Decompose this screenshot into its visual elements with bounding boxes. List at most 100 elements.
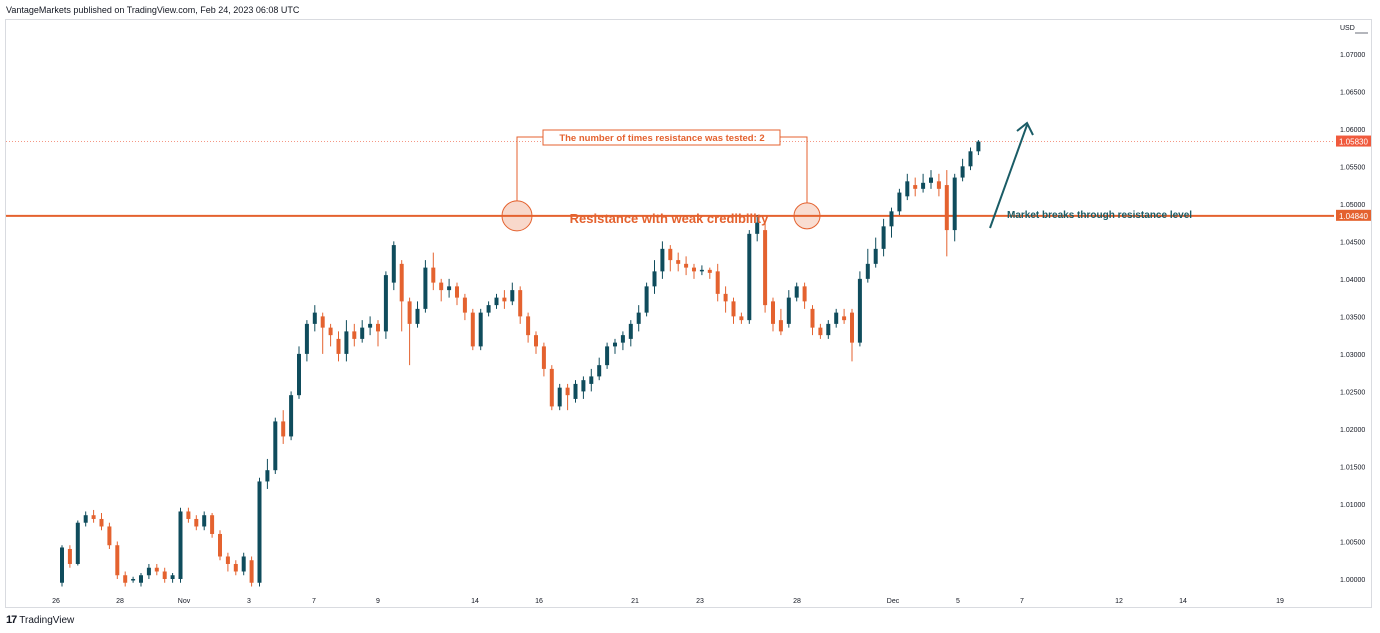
candle-body	[739, 316, 744, 321]
candle-body	[139, 575, 143, 583]
candle	[644, 282, 649, 317]
candle-body	[526, 316, 531, 336]
time-tick-label: 14	[471, 598, 479, 605]
candle	[699, 265, 704, 276]
candle	[763, 222, 768, 313]
candle	[210, 512, 215, 538]
candle-body	[518, 290, 523, 317]
arrow-head-icon	[1016, 121, 1034, 136]
candle-body	[936, 181, 941, 189]
time-tick-label: 14	[1179, 598, 1187, 605]
candle-body	[881, 226, 886, 249]
candle	[131, 576, 136, 583]
currency-label: USD	[1340, 25, 1355, 32]
candle	[565, 383, 570, 411]
candle-body	[605, 346, 610, 366]
time-axis[interactable]: 26 28 Nov 3 7 9 14 16 21 23 28 Dec 5 7 12 14 19	[52, 598, 1284, 605]
candle-body	[91, 515, 96, 519]
candle	[352, 323, 357, 347]
candle	[968, 147, 973, 171]
price-tick-label: 1.05500	[1340, 164, 1365, 171]
candle	[731, 297, 736, 324]
candle-body	[628, 323, 633, 339]
candle	[486, 301, 491, 317]
candle	[502, 290, 507, 309]
candle	[123, 571, 128, 587]
candle	[312, 305, 317, 332]
candle	[628, 320, 633, 347]
time-tick-label: 23	[696, 598, 704, 605]
candle-body	[249, 560, 254, 583]
candle	[447, 278, 452, 298]
candle-body	[273, 421, 278, 471]
resistance-price-tag-text: 1.04840	[1339, 212, 1368, 221]
tradingview-logo-icon[interactable]: 17	[6, 614, 17, 626]
candle-body	[281, 421, 286, 437]
candle-body	[123, 575, 128, 583]
candle-body	[834, 312, 839, 324]
candle-body	[391, 245, 396, 283]
bracket-label-box	[542, 129, 781, 146]
current-price-tag-text: 1.05830	[1339, 138, 1368, 147]
candle-body	[225, 556, 230, 564]
candle	[526, 312, 531, 343]
candle	[178, 507, 183, 583]
candle-body	[107, 526, 112, 546]
price-tick-label: 1.05000	[1340, 202, 1365, 209]
candle-body	[415, 308, 420, 324]
candle	[873, 237, 878, 268]
candle-body	[620, 335, 625, 343]
candle-body	[873, 248, 878, 264]
resistance-price-tag: 1.04840	[1336, 209, 1371, 221]
candle-body	[423, 267, 428, 309]
candle-body	[462, 297, 467, 313]
candle	[99, 512, 104, 531]
candle-body	[83, 515, 88, 523]
candle	[842, 308, 847, 324]
candle-body	[549, 368, 554, 407]
candle	[249, 556, 254, 587]
candle	[383, 271, 388, 339]
candle	[905, 173, 910, 201]
candle-body	[534, 335, 538, 347]
candle-body	[573, 383, 578, 399]
candle	[755, 215, 760, 242]
candle	[289, 391, 294, 441]
candle	[636, 305, 641, 332]
candle-body	[929, 177, 933, 183]
candle	[233, 560, 238, 576]
candle-body	[407, 301, 412, 324]
candle	[597, 357, 602, 381]
candle	[225, 552, 230, 572]
candle-body	[794, 286, 799, 298]
candle-body	[723, 293, 728, 302]
candle-body	[368, 323, 373, 328]
price-axis[interactable]: 1.00000 1.00500 1.01000 1.01500 1.02000 1.025…	[1340, 52, 1365, 584]
price-tick-label: 1.04500	[1340, 239, 1365, 246]
candle	[557, 383, 562, 411]
candle	[478, 308, 483, 351]
candle-body	[67, 548, 72, 564]
candle	[581, 376, 586, 399]
candle	[407, 297, 412, 366]
footer-brand[interactable]: TradingView	[19, 614, 75, 626]
candle	[976, 140, 981, 156]
candle-body	[344, 331, 349, 354]
price-tick-label: 1.04000	[1340, 277, 1365, 284]
candle	[881, 218, 886, 257]
candle	[146, 563, 151, 579]
candle	[518, 286, 523, 324]
time-tick-label: 12	[1115, 598, 1123, 605]
candle	[67, 545, 72, 568]
candle-body	[383, 275, 388, 332]
candle-body	[952, 177, 957, 231]
candle	[778, 308, 783, 336]
candle-body	[802, 286, 807, 302]
candle	[162, 567, 167, 583]
candle-body	[352, 331, 357, 339]
candle-body	[233, 563, 238, 572]
candle	[889, 207, 894, 238]
candle-body	[289, 395, 294, 437]
price-tick-label: 1.00000	[1340, 577, 1365, 584]
